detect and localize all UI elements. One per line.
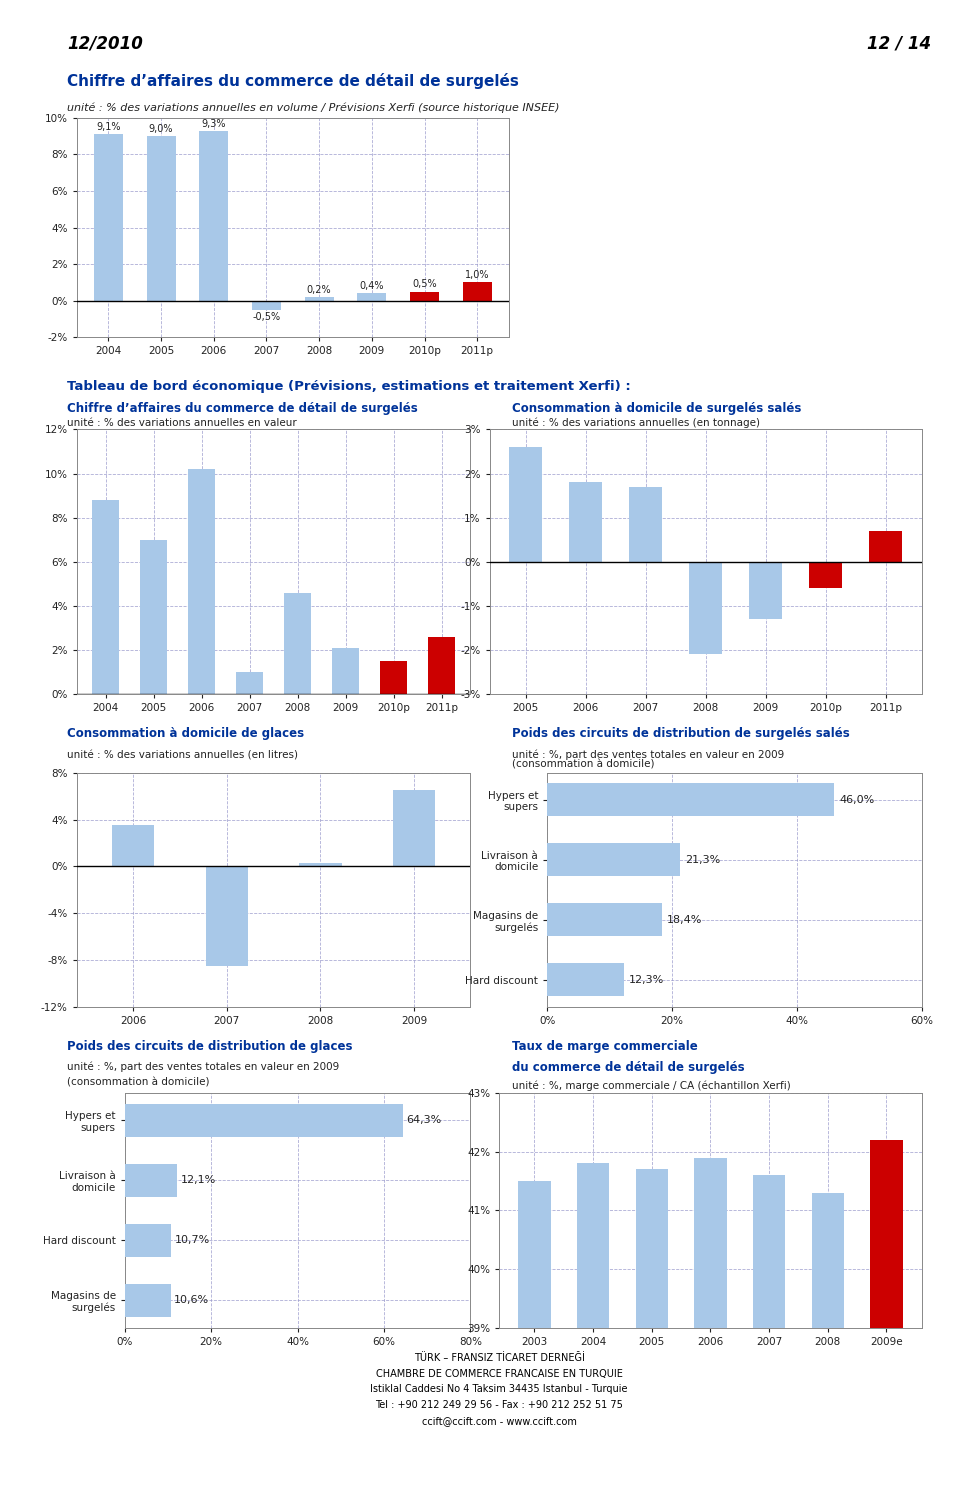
Bar xyxy=(125,1284,171,1317)
Text: unité : % des variations annuelles en valeur: unité : % des variations annuelles en va… xyxy=(67,417,297,428)
Text: Poids des circuits de distribution de surgelés salés: Poids des circuits de distribution de su… xyxy=(513,727,850,741)
Text: 12/2010: 12/2010 xyxy=(67,35,143,53)
Bar xyxy=(94,135,123,301)
Bar xyxy=(547,963,624,996)
Bar xyxy=(749,562,782,618)
Text: Consommation à domicile de surgelés salés: Consommation à domicile de surgelés salé… xyxy=(513,402,802,416)
Text: 0,2%: 0,2% xyxy=(307,284,331,295)
Text: 64,3%: 64,3% xyxy=(406,1116,442,1125)
Bar xyxy=(463,283,492,301)
Text: unité : % des variations annuelles (en tonnage): unité : % des variations annuelles (en t… xyxy=(513,417,760,428)
Bar xyxy=(236,671,263,694)
Bar xyxy=(871,1140,902,1512)
Text: Poids des circuits de distribution de glaces: Poids des circuits de distribution de gl… xyxy=(67,1040,352,1054)
Bar xyxy=(509,448,542,562)
Bar xyxy=(428,637,455,694)
Bar xyxy=(200,130,228,301)
Text: 9,1%: 9,1% xyxy=(96,122,121,132)
Text: Chiffre d’affaires du commerce de détail de surgelés: Chiffre d’affaires du commerce de détail… xyxy=(67,402,418,416)
Bar xyxy=(569,482,602,562)
Text: 21,3%: 21,3% xyxy=(685,854,720,865)
Bar xyxy=(753,1175,785,1512)
Bar xyxy=(304,296,334,301)
Text: 9,3%: 9,3% xyxy=(202,118,226,129)
Text: Taux de marge commerciale: Taux de marge commerciale xyxy=(513,1040,698,1054)
Bar xyxy=(547,844,680,877)
Bar xyxy=(811,1193,844,1512)
Bar xyxy=(809,562,842,588)
Bar xyxy=(380,661,407,694)
Text: 1,0%: 1,0% xyxy=(465,271,490,280)
Bar xyxy=(125,1104,402,1137)
Bar xyxy=(629,487,662,562)
Bar xyxy=(577,1164,610,1512)
Bar xyxy=(300,863,342,866)
Bar xyxy=(92,500,119,694)
Text: unité : %, part des ventes totales en valeur en 2009: unité : %, part des ventes totales en va… xyxy=(67,1061,340,1072)
Bar xyxy=(188,469,215,694)
Bar xyxy=(252,301,281,310)
Text: du commerce de détail de surgelés: du commerce de détail de surgelés xyxy=(513,1061,745,1075)
Text: TÜRK – FRANSIZ TİCARET DERNEĞİ
CHAMBRE DE COMMERCE FRANCAISE EN TURQUIE
Istiklal: TÜRK – FRANSIZ TİCARET DERNEĞİ CHAMBRE D… xyxy=(371,1353,628,1426)
Text: -0,5%: -0,5% xyxy=(252,311,280,322)
Bar xyxy=(284,593,311,694)
Text: 46,0%: 46,0% xyxy=(839,795,875,804)
Bar xyxy=(125,1164,177,1198)
Text: 9,0%: 9,0% xyxy=(149,124,174,135)
Bar xyxy=(147,136,176,301)
Text: unité : %, marge commerciale / CA (échantillon Xerfi): unité : %, marge commerciale / CA (échan… xyxy=(513,1080,791,1090)
Text: unité : % des variations annuelles en volume / Prévisions Xerfi (source historiq: unité : % des variations annuelles en vo… xyxy=(67,103,560,112)
Text: 12 / 14: 12 / 14 xyxy=(867,35,931,53)
Bar xyxy=(689,562,722,655)
Bar xyxy=(140,540,167,694)
Text: 10,7%: 10,7% xyxy=(175,1235,209,1246)
Text: unité : %, part des ventes totales en valeur en 2009: unité : %, part des ventes totales en va… xyxy=(513,748,784,759)
Bar xyxy=(125,1223,171,1256)
Text: (consommation à domicile): (consommation à domicile) xyxy=(67,1078,209,1089)
Bar xyxy=(547,903,662,936)
Bar xyxy=(547,783,834,816)
Bar xyxy=(112,826,155,866)
Text: Consommation à domicile de glaces: Consommation à domicile de glaces xyxy=(67,727,304,741)
Text: (consommation à domicile): (consommation à domicile) xyxy=(513,759,655,770)
Bar xyxy=(410,292,439,301)
Text: 0,4%: 0,4% xyxy=(360,281,384,292)
Text: 10,6%: 10,6% xyxy=(174,1296,209,1305)
Text: Tableau de bord économique (Prévisions, estimations et traitement Xerfi) :: Tableau de bord économique (Prévisions, … xyxy=(67,381,631,393)
Text: unité : % des variations annuelles (en litres): unité : % des variations annuelles (en l… xyxy=(67,751,299,761)
Bar xyxy=(694,1158,727,1512)
Bar xyxy=(636,1169,668,1512)
Text: 12,1%: 12,1% xyxy=(180,1175,216,1185)
Bar xyxy=(205,866,248,966)
Bar xyxy=(869,531,902,562)
Text: 18,4%: 18,4% xyxy=(667,915,703,925)
Text: Chiffre d’affaires du commerce de détail de surgelés: Chiffre d’affaires du commerce de détail… xyxy=(67,73,519,89)
Bar xyxy=(393,791,435,866)
Bar xyxy=(357,293,386,301)
Text: 0,5%: 0,5% xyxy=(412,280,437,289)
Bar xyxy=(518,1181,550,1512)
Text: 12,3%: 12,3% xyxy=(629,975,664,984)
Bar xyxy=(332,647,359,694)
